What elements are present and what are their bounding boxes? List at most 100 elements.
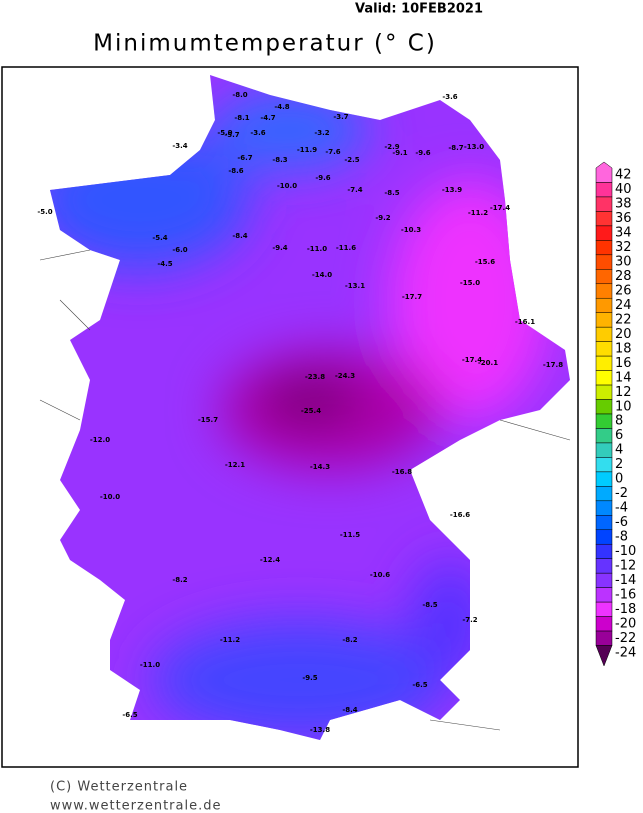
station-value: -6.5 <box>412 681 427 689</box>
station-value: -10.0 <box>100 493 120 501</box>
station-value: -4.8 <box>274 103 289 111</box>
legend-swatch <box>595 211 613 227</box>
map-title: Minimumtemperatur (° C) <box>93 31 437 57</box>
legend-swatch <box>595 341 613 357</box>
station-value: -15.7 <box>198 416 218 424</box>
legend-label: -12 <box>615 558 636 573</box>
station-value: -9.2 <box>375 214 390 222</box>
station-value: -10.3 <box>401 226 421 234</box>
temperature-field <box>50 75 570 740</box>
legend-swatch <box>595 384 613 400</box>
legend-swatch <box>595 182 613 198</box>
station-value: -7.2 <box>462 616 477 624</box>
station-value: -3.7 <box>333 113 348 121</box>
station-value: -9.5 <box>302 674 317 682</box>
legend-label: 30 <box>615 255 632 270</box>
station-value: -8.3 <box>272 156 287 164</box>
station-value: -3.6 <box>250 129 265 137</box>
legend-swatch <box>595 326 613 342</box>
legend-swatch <box>595 515 613 531</box>
legend-swatch <box>595 196 613 212</box>
station-value: -14.0 <box>312 271 332 279</box>
legend-label: -24 <box>615 645 636 660</box>
legend-label: 42 <box>615 168 632 183</box>
station-value: -8.4 <box>342 706 357 714</box>
legend-label: -6 <box>615 515 628 530</box>
legend-label: 6 <box>615 428 623 443</box>
station-value: -8.2 <box>342 636 357 644</box>
station-value: -5.9 <box>217 129 232 137</box>
legend-swatch <box>595 543 613 559</box>
station-value: -5.7 <box>224 131 239 139</box>
legend-label: -20 <box>615 616 636 631</box>
station-value: -8.0 <box>232 91 247 99</box>
station-value: -3.2 <box>314 129 329 137</box>
legend-label: 38 <box>615 197 632 212</box>
legend-label: -22 <box>615 631 636 646</box>
station-value: -13.8 <box>310 726 330 734</box>
station-value: -16.6 <box>450 511 470 519</box>
legend-label: 18 <box>615 341 632 356</box>
legend-label: -18 <box>615 602 636 617</box>
station-value: -24.3 <box>335 372 355 380</box>
station-value: -2.5 <box>344 156 359 164</box>
border-lines <box>39 249 571 731</box>
legend-swatch <box>595 587 613 603</box>
legend-swatch <box>595 630 613 646</box>
station-value: -8.1 <box>234 114 249 122</box>
color-legend: 424038363432302826242220181614121086420-… <box>595 161 636 667</box>
legend-label: -10 <box>615 544 636 559</box>
legend-label: 36 <box>615 211 632 226</box>
station-value: -11.5 <box>340 531 360 539</box>
legend-swatch <box>595 457 613 473</box>
legend-label: -16 <box>615 587 636 602</box>
station-value: -23.8 <box>305 373 325 381</box>
legend-swatch <box>595 572 613 588</box>
legend-label: 40 <box>615 182 632 197</box>
station-value: -10.0 <box>277 182 297 190</box>
legend-label: 32 <box>615 240 632 255</box>
url: www.wetterzentrale.de <box>50 799 221 813</box>
station-value: -12.1 <box>225 461 245 469</box>
legend-label: 26 <box>615 284 632 299</box>
station-value: -11.6 <box>336 244 356 252</box>
station-value: -6.0 <box>172 246 187 254</box>
station-value: -6.5 <box>122 711 137 719</box>
legend-label: 20 <box>615 327 632 342</box>
station-value: -5.0 <box>37 208 52 216</box>
legend-swatch <box>595 283 613 299</box>
station-value: -15.6 <box>475 258 495 266</box>
station-value: -16.8 <box>392 468 412 476</box>
station-value: -8.7 <box>448 144 463 152</box>
station-value: -17.4 <box>490 204 510 212</box>
legend-label: 8 <box>615 414 623 429</box>
station-value: -8.4 <box>232 232 247 240</box>
station-value: -7.4 <box>347 186 362 194</box>
legend-swatch <box>595 297 613 313</box>
station-value: -5.4 <box>152 234 167 242</box>
legend-swatch <box>595 254 613 270</box>
legend-label: -2 <box>615 486 628 501</box>
legend-label: 34 <box>615 226 632 241</box>
legend-label: 14 <box>615 370 632 385</box>
station-value: -11.9 <box>297 146 317 154</box>
station-value: -8.2 <box>172 576 187 584</box>
legend-swatch <box>595 471 613 487</box>
station-value: -20.1 <box>478 359 498 367</box>
legend-swatch <box>595 225 613 241</box>
station-value: -12.0 <box>90 436 110 444</box>
station-value: -17.8 <box>543 361 563 369</box>
station-value: -8.5 <box>422 601 437 609</box>
legend-label: -14 <box>615 573 636 588</box>
legend-label: 2 <box>615 457 623 472</box>
legend-label: 24 <box>615 298 632 313</box>
station-value: -9.6 <box>415 149 430 157</box>
legend-label: 10 <box>615 399 632 414</box>
legend-swatch <box>595 442 613 458</box>
legend-swatch <box>595 558 613 574</box>
legend-swatch <box>595 312 613 328</box>
legend-label: -4 <box>615 501 628 516</box>
legend-swatch <box>595 616 613 632</box>
valid-label: Valid: 10FEB2021 <box>355 2 483 17</box>
